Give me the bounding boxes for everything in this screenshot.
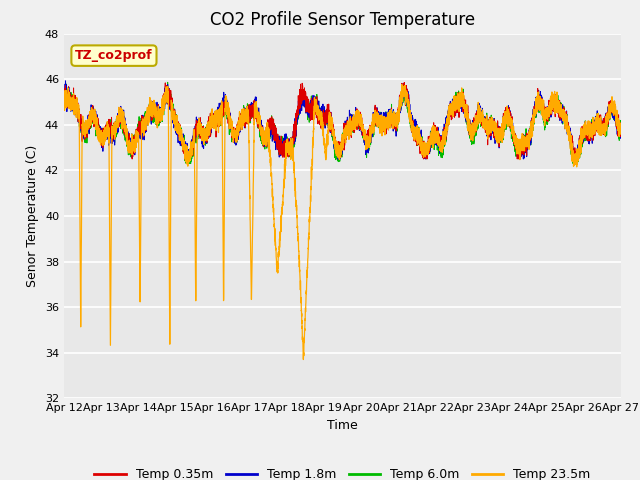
Title: CO2 Profile Sensor Temperature: CO2 Profile Sensor Temperature — [210, 11, 475, 29]
Text: TZ_co2prof: TZ_co2prof — [75, 49, 153, 62]
Legend: Temp 0.35m, Temp 1.8m, Temp 6.0m, Temp 23.5m: Temp 0.35m, Temp 1.8m, Temp 6.0m, Temp 2… — [90, 463, 595, 480]
Y-axis label: Senor Temperature (C): Senor Temperature (C) — [26, 145, 39, 287]
X-axis label: Time: Time — [327, 419, 358, 432]
